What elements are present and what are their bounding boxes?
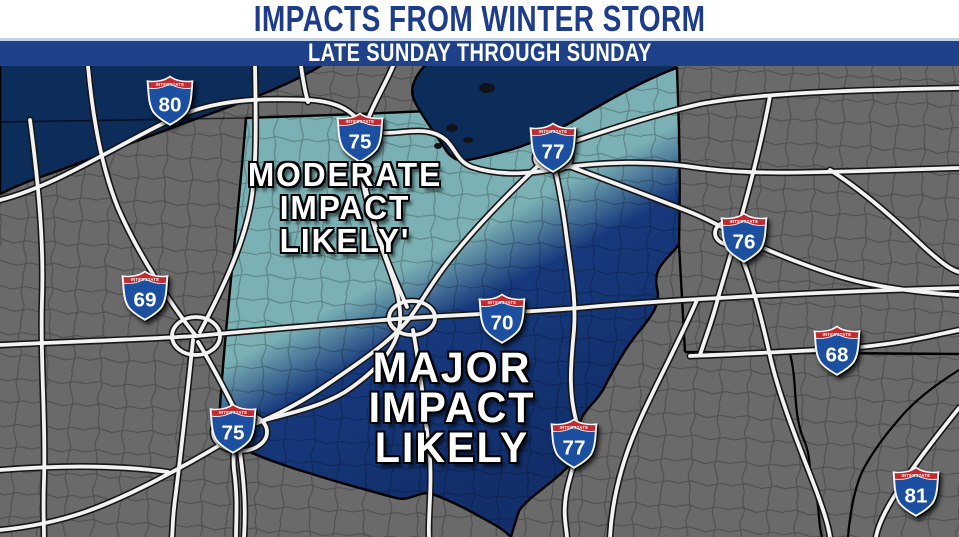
interstate-shield-70: INTERSTATE 70 bbox=[475, 292, 529, 344]
major-impact-label: MAJOR IMPACT LIKELY bbox=[292, 344, 612, 472]
shield-banner-text: INTERSTATE bbox=[823, 332, 852, 337]
shield-banner-text: INTERSTATE bbox=[488, 300, 517, 305]
shield-banner-text: INTERSTATE bbox=[156, 82, 185, 87]
shield-route-number: 68 bbox=[826, 344, 849, 367]
timeframe-banner: LATE SUNDAY THROUGH SUNDAY bbox=[0, 38, 959, 67]
shield-route-number: 69 bbox=[134, 289, 157, 312]
headline-banner: IMPACTS FROM WINTER STORM bbox=[0, 0, 959, 39]
lake-erie bbox=[411, 58, 678, 162]
interstate-shield-81: INTERSTATE 81 bbox=[889, 465, 943, 517]
shield-route-number: 75 bbox=[222, 422, 245, 445]
moderate-impact-label: MODERATE IMPACT LIKELY' bbox=[185, 158, 505, 257]
interstate-shield-77-south: INTERSTATE 77 bbox=[547, 417, 601, 469]
shield-banner-text: INTERSTATE bbox=[346, 119, 375, 124]
interstate-shield-77-north: INTERSTATE 77 bbox=[526, 121, 580, 173]
shield-route-number: 75 bbox=[349, 131, 372, 154]
shield-banner-text: INTERSTATE bbox=[539, 129, 568, 134]
shield-route-number: 76 bbox=[733, 231, 756, 254]
major-impact-line2: IMPACT bbox=[368, 384, 536, 432]
moderate-impact-line1: MODERATE bbox=[247, 156, 443, 193]
major-impact-line1: MAJOR bbox=[372, 344, 532, 392]
headline-title: IMPACTS FROM WINTER STORM bbox=[253, 0, 706, 39]
interstate-shield-68: INTERSTATE 68 bbox=[810, 324, 864, 376]
shield-banner-text: INTERSTATE bbox=[219, 410, 248, 415]
timeframe-text: LATE SUNDAY THROUGH SUNDAY bbox=[307, 39, 652, 67]
interstate-shield-80: INTERSTATE 80 bbox=[143, 74, 197, 126]
shield-banner-text: INTERSTATE bbox=[902, 473, 931, 478]
interstate-shield-76: INTERSTATE 76 bbox=[717, 211, 771, 263]
interstate-shield-69: INTERSTATE 69 bbox=[118, 269, 172, 321]
shield-route-number: 77 bbox=[563, 437, 586, 460]
shield-route-number: 81 bbox=[905, 485, 928, 508]
interstate-shield-75-south: INTERSTATE 75 bbox=[206, 402, 260, 454]
shield-route-number: 70 bbox=[491, 312, 514, 335]
moderate-impact-line2: IMPACT bbox=[279, 189, 411, 226]
shield-banner-text: INTERSTATE bbox=[730, 219, 759, 224]
lake-michigan bbox=[0, 58, 334, 196]
shield-banner-text: INTERSTATE bbox=[131, 277, 160, 282]
moderate-impact-line3: LIKELY' bbox=[279, 222, 411, 259]
major-impact-line3: LIKELY bbox=[374, 424, 530, 472]
lake-erie-islands bbox=[434, 83, 495, 149]
shield-route-number: 77 bbox=[542, 141, 565, 164]
interstate-shield-75-north: INTERSTATE 75 bbox=[333, 111, 387, 163]
shield-banner-text: INTERSTATE bbox=[560, 425, 589, 430]
shield-route-number: 80 bbox=[159, 94, 182, 117]
